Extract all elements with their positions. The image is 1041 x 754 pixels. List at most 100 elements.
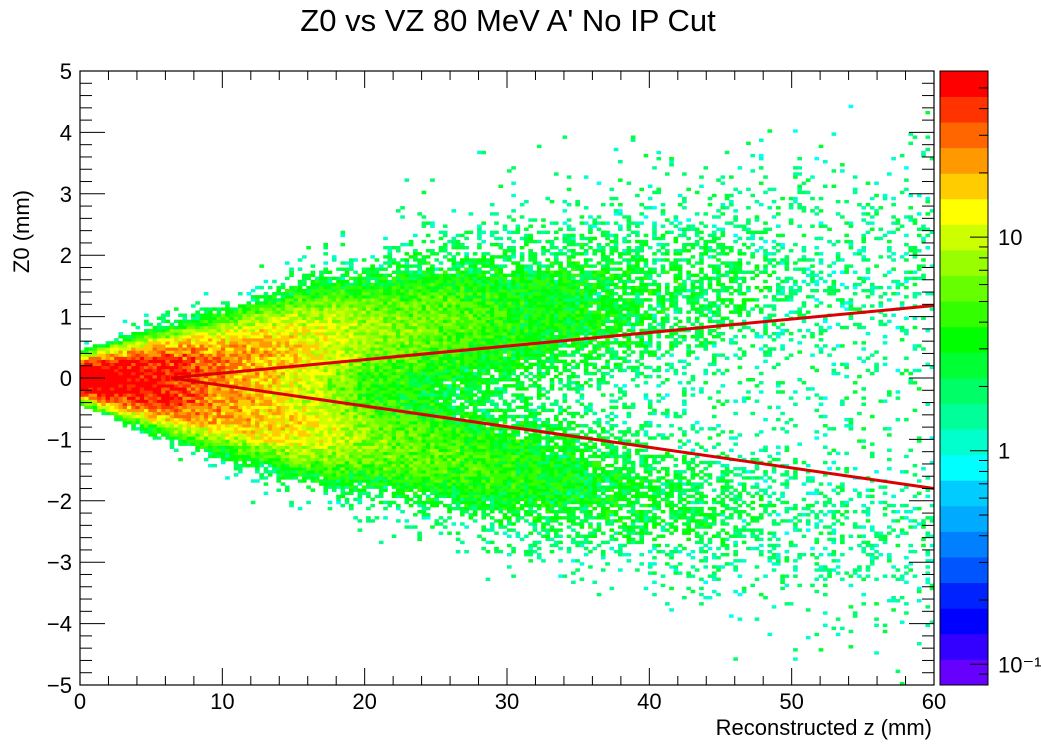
heatmap-cell [319, 396, 324, 400]
heatmap-cell [349, 405, 354, 410]
heatmap-cell [289, 384, 294, 388]
heatmap-cell [374, 282, 380, 287]
heatmap-cell [361, 420, 367, 425]
heatmap-cell [395, 359, 401, 363]
heatmap-cell [438, 356, 444, 360]
heatmap-cell [237, 365, 243, 370]
heatmap-cell [135, 344, 141, 348]
heatmap-cell [289, 310, 294, 314]
heatmap-cell [353, 417, 358, 422]
heatmap-cell [314, 285, 320, 290]
heatmap-cell [229, 344, 235, 348]
heatmap-cell [327, 451, 333, 456]
heatmap-cell [442, 371, 448, 376]
heatmap-cell [323, 325, 329, 330]
heatmap-cell [404, 264, 410, 268]
heatmap-cell [152, 381, 158, 385]
heatmap-cell [259, 439, 264, 443]
heatmap-cell [331, 292, 337, 296]
heatmap-cell [357, 457, 363, 462]
heatmap-cell [263, 439, 269, 443]
heatmap-cell [336, 448, 341, 453]
heatmap-cell [259, 362, 264, 367]
heatmap-cell [114, 347, 119, 351]
heatmap-cell [336, 457, 341, 462]
heatmap-cell [408, 344, 414, 348]
heatmap-cell [126, 402, 132, 406]
heatmap-cell [165, 387, 171, 391]
heatmap-cell [186, 371, 192, 376]
heatmap-cell [199, 384, 205, 388]
heatmap-cell [314, 479, 320, 483]
heatmap-cell [302, 442, 307, 446]
heatmap-cell [306, 298, 311, 302]
heatmap-cell [353, 368, 358, 373]
heatmap-cell [451, 467, 457, 471]
heatmap-cell [156, 396, 162, 400]
heatmap-cell [331, 396, 337, 400]
heatmap-cell [259, 399, 264, 403]
heatmap-cell [284, 368, 290, 373]
heatmap-cell [442, 249, 448, 253]
heatmap-cell [250, 350, 256, 354]
heatmap-cell [272, 417, 277, 422]
heatmap-cell [413, 304, 418, 308]
heatmap-cell [220, 365, 226, 370]
heatmap-cell [297, 331, 303, 336]
heatmap-cell [289, 273, 294, 278]
heatmap-cell [306, 433, 311, 437]
heatmap-cell [293, 457, 299, 462]
heatmap-cell [357, 439, 363, 443]
heatmap-cell [442, 503, 448, 508]
heatmap-cell [293, 328, 299, 333]
heatmap-cell [438, 335, 444, 339]
heatmap-cell [400, 411, 405, 416]
heatmap-cell [165, 411, 171, 416]
heatmap-cell [387, 460, 393, 465]
heatmap-cell [391, 500, 397, 505]
heatmap-cell [336, 292, 341, 296]
heatmap-cell [353, 454, 358, 459]
heatmap-cell [421, 430, 427, 434]
heatmap-cell [191, 368, 196, 373]
heatmap-cell [391, 288, 397, 293]
heatmap-cell [361, 267, 367, 271]
heatmap-cell [331, 378, 337, 382]
heatmap-cell [361, 331, 367, 336]
heatmap-cell [357, 448, 363, 453]
heatmap-cell [421, 273, 427, 278]
heatmap-cell [246, 436, 252, 440]
heatmap-cell [92, 359, 98, 363]
heatmap-cell [438, 236, 444, 241]
heatmap-cell [421, 427, 427, 431]
heatmap-cell [425, 292, 431, 296]
heatmap-cell [250, 411, 256, 416]
heatmap-cell [442, 285, 448, 290]
heatmap-cell [421, 390, 427, 394]
heatmap-cell [267, 463, 273, 468]
heatmap-cell [246, 417, 252, 422]
heatmap-cell [387, 414, 393, 419]
heatmap-cell [84, 399, 89, 403]
heatmap-cell [425, 439, 431, 443]
heatmap-cell [191, 341, 196, 345]
heatmap-cell [387, 307, 393, 311]
heatmap-cell [114, 374, 119, 379]
heatmap-cell [84, 381, 89, 385]
heatmap-cell [400, 282, 405, 287]
heatmap-cell [370, 479, 375, 483]
heatmap-cell [233, 427, 239, 431]
heatmap-cell [370, 420, 375, 425]
heatmap-cell [319, 304, 324, 308]
heatmap-cell [144, 359, 149, 363]
heatmap-cell [413, 470, 418, 474]
heatmap-cell [263, 436, 269, 440]
heatmap-cell [430, 411, 435, 416]
heatmap-cell [344, 292, 350, 296]
heatmap-cell [293, 347, 299, 351]
heatmap-cell [366, 451, 371, 456]
heatmap-cell [212, 399, 217, 403]
heatmap-cell [237, 362, 243, 367]
heatmap-cell [442, 384, 448, 388]
heatmap-cell [255, 374, 260, 379]
